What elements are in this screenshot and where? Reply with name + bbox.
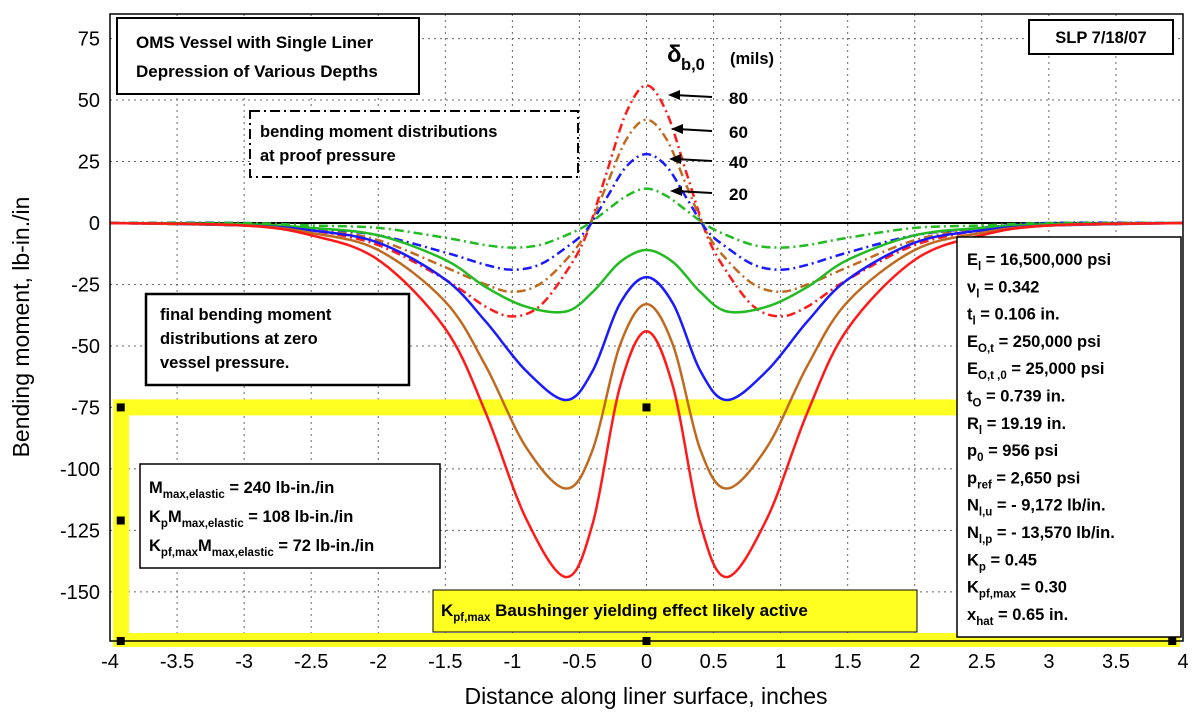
plot-frame (109, 13, 1184, 642)
depth-label-40-text: 40 (729, 153, 748, 172)
final-curve-60 (109, 221, 1184, 490)
x-tick-label: 0.5 (700, 651, 728, 673)
delta-subscript: b,0 (681, 56, 705, 74)
depth-label-20-text: 20 (729, 185, 748, 204)
param-line: EO,t = 250,000 psi (967, 333, 1101, 355)
depth-label-60: 60 (671, 123, 748, 142)
param-line: tO = 0.739 in. (967, 388, 1065, 410)
x-tick-label: 1.5 (834, 651, 862, 673)
y-tick-label: -150 (60, 582, 100, 604)
yellow-handle (116, 516, 125, 525)
y-tick-label: -25 (71, 274, 100, 296)
depth-label-40: 40 (669, 153, 748, 172)
x-tick-labels: -4 -3.5 -3 -2.5 -2 -1.5 -1 -0.5 0 0.5 1 1.5 2 2.5 3 3.5… (101, 651, 1188, 673)
stamp: SLP 7/18/07 (1055, 29, 1146, 47)
final-curve-80 (109, 221, 1184, 579)
y-tick-label: -100 (60, 459, 100, 481)
x-tick-label: -2.5 (294, 651, 328, 673)
depth-label-80-text: 80 (729, 89, 748, 108)
proof-box-line-2: at proof pressure (260, 147, 396, 165)
x-tick-label: -2 (369, 651, 387, 673)
parameters-list: El = 16,500,000 psi νl = 0.342 tl = 0.106 … (967, 251, 1115, 628)
proof-pressure-box (249, 110, 579, 178)
moment-line-1: Mmax,elastic = 240 lb-in./in (149, 479, 334, 501)
baushinger-label-box (432, 589, 918, 633)
baushinger-label: Kpf,max Baushinger yielding effect likel… (441, 601, 808, 624)
x-tick-label: -1.5 (428, 651, 462, 673)
depth-label-80: 80 (668, 89, 748, 108)
y-axis-label: Bending moment, lb-in./in (8, 197, 34, 458)
title-box (116, 17, 420, 95)
x-tick-label: -1 (503, 651, 521, 673)
depth-label-20: 20 (670, 185, 748, 204)
yellow-region (113, 399, 1180, 647)
moment-line-3: Kpf,maxMmax,elastic = 72 lb-in./in (149, 537, 374, 559)
y-tick-label: 0 (89, 213, 100, 235)
moments-box (139, 463, 441, 569)
x-axis-label: Distance along liner surface, inches (464, 683, 827, 709)
param-line: pref = 2,650 psi (967, 469, 1080, 491)
delta-symbol: δ (667, 41, 682, 68)
moment-line-2: KpMmax,elastic = 108 lb-in./in (149, 508, 353, 530)
y-tick-labels: 75 50 25 0 -25 -50 -75 -100 -125 -150 (60, 29, 100, 604)
x-tick-label: -4 (101, 651, 119, 673)
parameters-box (956, 236, 1182, 638)
final-box-line-3: vessel pressure. (160, 354, 289, 372)
x-tick-label: 4 (1177, 651, 1188, 673)
x-tick-label: 1 (775, 651, 786, 673)
yellow-handle (116, 403, 125, 412)
stamp-box (1028, 19, 1174, 55)
y-tick-label: -125 (60, 520, 100, 542)
param-line: EO,t ,0 = 25,000 psi (967, 360, 1104, 382)
final-moment-box (144, 292, 411, 387)
final-box-line-2: distributions at zero (160, 330, 318, 348)
delta-units: (mils) (730, 50, 774, 68)
yellow-handle (642, 403, 651, 412)
depth-label-60-text: 60 (729, 123, 748, 142)
x-tick-label: 2.5 (968, 651, 996, 673)
y-tick-label: -50 (71, 336, 100, 358)
proof-curve-40 (109, 152, 1184, 271)
x-tick-label: 3 (1043, 651, 1054, 673)
param-line: Rl = 19.19 in. (967, 415, 1066, 437)
x-tick-label: -0.5 (562, 651, 596, 673)
param-line: p0 = 956 psi (967, 442, 1058, 464)
param-line: Kpf,max = 0.30 (967, 579, 1067, 601)
param-line: Nl,u = - 9,172 lb/in. (967, 497, 1106, 519)
final-curve-40 (109, 221, 1184, 402)
proof-curve-20 (109, 187, 1184, 249)
param-line: tl = 0.106 in. (967, 306, 1060, 328)
series-lines (109, 84, 1184, 579)
y-tick-label: 75 (78, 29, 100, 51)
x-tick-label: -3 (235, 651, 253, 673)
param-line: xhat = 0.65 in. (967, 606, 1068, 628)
final-curve-20 (109, 221, 1184, 314)
param-line: El = 16,500,000 psi (967, 251, 1111, 273)
x-tick-label: 3.5 (1102, 651, 1130, 673)
final-box-line-1: final bending moment (160, 306, 332, 324)
proof-box-line-1: bending moment distributions (260, 123, 497, 141)
y-tick-label: 25 (78, 152, 100, 174)
param-line: Nl,p = - 13,570 lb/in. (967, 524, 1115, 546)
x-tick-label: 2 (909, 651, 920, 673)
y-tick-label: 50 (78, 90, 100, 112)
title-line-2: Depression of Various Depths (136, 62, 378, 81)
param-line: νl = 0.342 (967, 278, 1040, 300)
x-tick-label: 0 (641, 651, 652, 673)
proof-curve-60 (109, 118, 1184, 294)
x-tick-label: -3.5 (160, 651, 194, 673)
param-line: Kp = 0.45 (967, 551, 1037, 573)
title-line-1: OMS Vessel with Single Liner (136, 33, 374, 52)
y-tick-label: -75 (71, 397, 100, 419)
